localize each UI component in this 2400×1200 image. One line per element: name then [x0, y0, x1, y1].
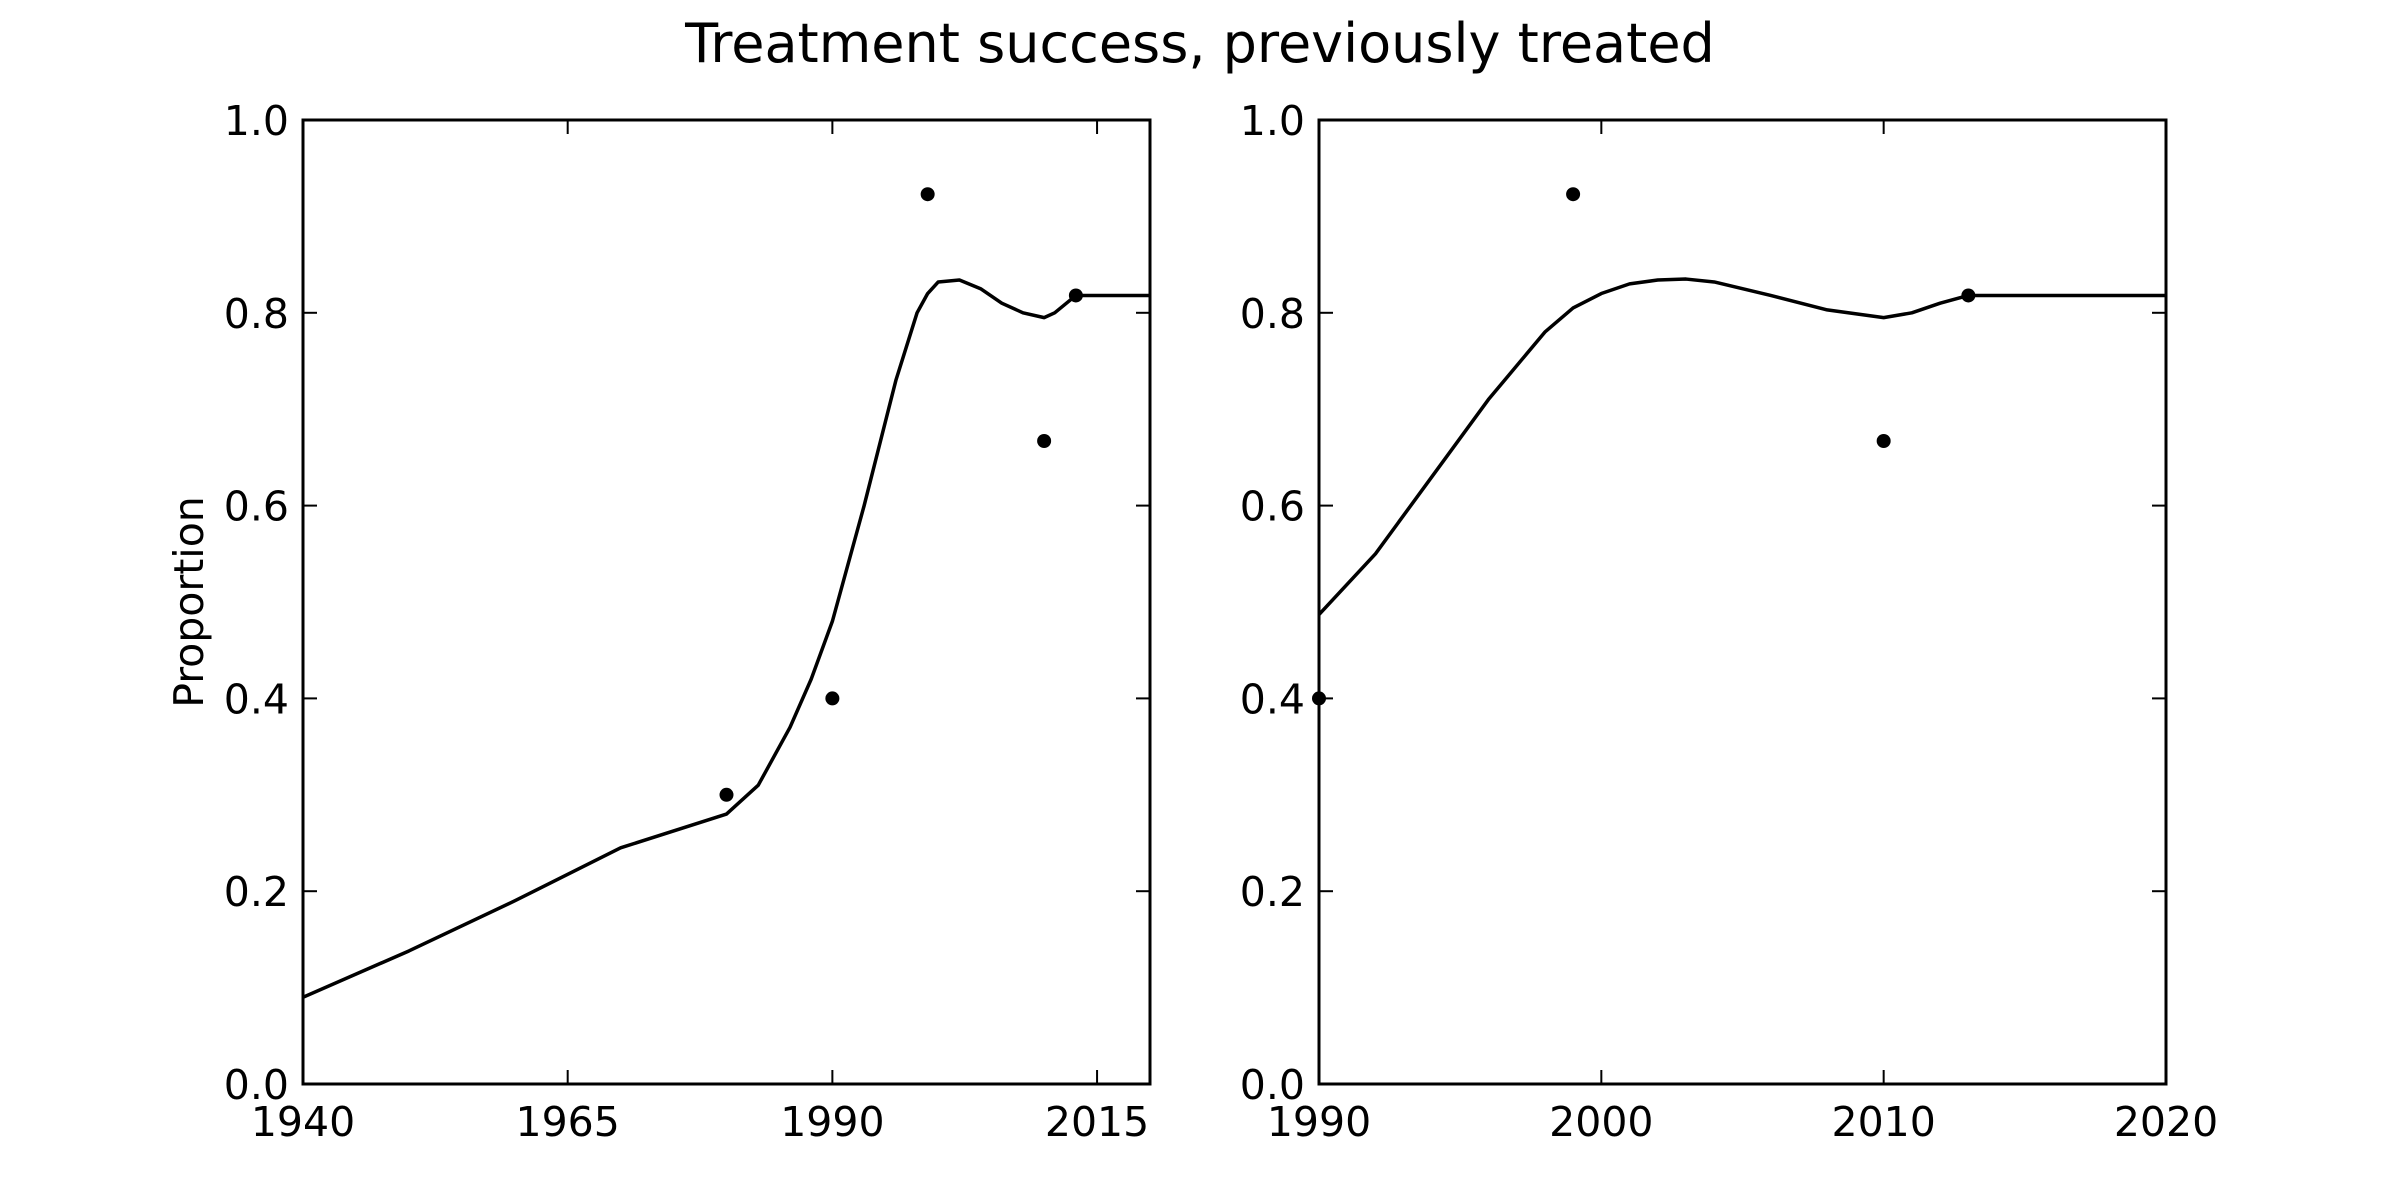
x-tick-label: 1940: [251, 1098, 355, 1146]
chart-title: Treatment success, previously treated: [684, 12, 1715, 75]
fitted-curve: [1319, 277, 2166, 616]
data-point-1: [1566, 187, 1581, 202]
y-tick-label: 1.0: [224, 97, 289, 145]
x-tick-label: 2000: [1549, 1098, 1653, 1146]
data-point-3: [1961, 288, 1976, 303]
y-axis-label: Proportion: [165, 496, 213, 708]
y-tick-label: 0.8: [224, 290, 289, 338]
y-tick-label: 0.2: [224, 868, 289, 916]
y-tick-label: 0.6: [224, 483, 289, 531]
y-tick-label: 0.0: [1240, 1061, 1305, 1109]
y-tick-label: 0.4: [1240, 675, 1305, 723]
x-tick-label: 2020: [2114, 1098, 2218, 1146]
x-tick-label: 1990: [1267, 1098, 1371, 1146]
x-tick-label: 1965: [516, 1098, 620, 1146]
x-tick-label: 2010: [1831, 1098, 1935, 1146]
axes-frame: [301, 118, 1152, 1086]
y-tick-label: 0.6: [1240, 483, 1305, 531]
axes-frame: [1317, 118, 2168, 1086]
y-tick-label: 0.8: [1240, 290, 1305, 338]
left-panel: 1940 1965 1990 2015 0.0 0.2 0.4 0.6 0.8 1.0 Propor…: [165, 97, 1152, 1146]
y-tick-label: 0.0: [224, 1061, 289, 1109]
data-point-2: [1876, 434, 1891, 449]
y-tick-label: 1.0: [1240, 97, 1305, 145]
data-point-0: [719, 787, 734, 802]
right-panel: 1990 2000 2010 2020 0.0 0.2 0.4 0.6 0.8 1.0: [1240, 97, 2218, 1146]
y-tick-label: 0.2: [1240, 868, 1305, 916]
data-point-4: [1068, 288, 1083, 303]
fitted-curve: [303, 278, 1150, 999]
data-point-1: [825, 691, 840, 706]
x-tick-label: 2015: [1045, 1098, 1149, 1146]
data-point-2: [920, 187, 935, 202]
y-tick-label: 0.4: [224, 675, 289, 723]
data-point-3: [1037, 434, 1052, 449]
x-tick-label: 1990: [780, 1098, 884, 1146]
